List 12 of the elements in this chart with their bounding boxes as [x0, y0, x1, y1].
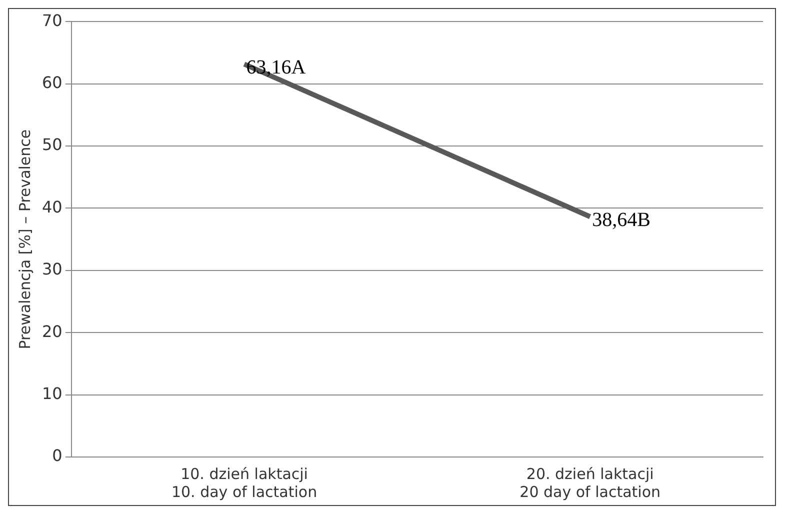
data-label: 38,64B	[592, 208, 650, 231]
y-tick-label: 70	[42, 10, 62, 30]
y-tick-label: 20	[42, 322, 62, 341]
x-tick-label: 20. dzień laktacji 20 day of lactation	[520, 464, 661, 501]
y-tick-label: 60	[42, 72, 62, 92]
y-tick-label: 0	[52, 446, 62, 466]
y-tick-label: 30	[42, 260, 62, 279]
y-tick-label: 40	[42, 197, 62, 216]
y-axis-title: Prewalencja [%] – Prevalence	[16, 129, 34, 350]
y-tick-label: 10	[42, 384, 62, 403]
x-tick-label: 10. dzień laktacji 10. day of lactation	[171, 464, 318, 501]
y-tick-label: 50	[42, 135, 62, 154]
